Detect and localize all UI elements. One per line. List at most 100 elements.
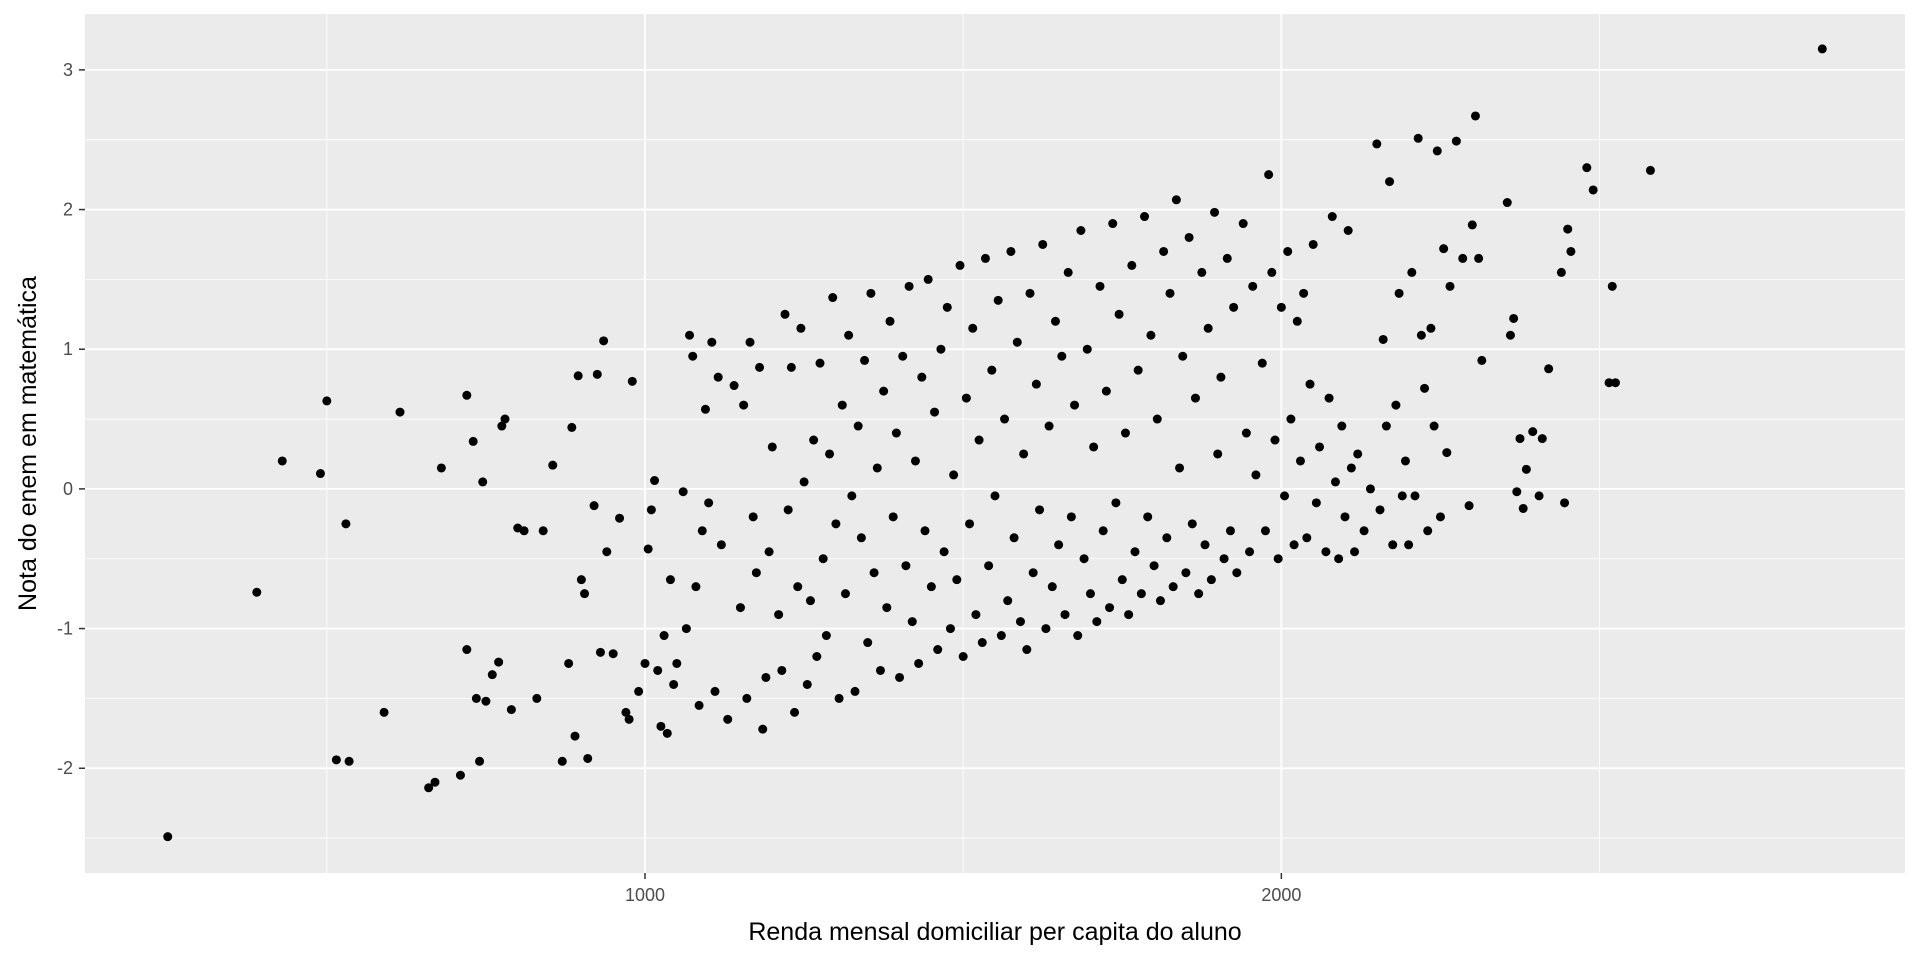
data-point (1302, 533, 1312, 543)
data-point (840, 589, 850, 599)
data-point (573, 371, 583, 381)
data-point (1041, 624, 1051, 634)
data-point (1413, 133, 1423, 143)
data-point (1283, 246, 1293, 256)
data-point (1060, 610, 1070, 620)
data-point (494, 657, 504, 667)
data-point (815, 358, 825, 368)
data-point (1111, 498, 1121, 508)
data-point (974, 435, 984, 445)
data-point (1534, 491, 1544, 501)
data-point (1343, 225, 1353, 235)
data-point (977, 638, 987, 648)
data-point (1089, 442, 1099, 452)
data-point (1257, 358, 1267, 368)
data-point (1604, 378, 1614, 388)
data-point (898, 351, 908, 361)
data-point (344, 756, 354, 766)
data-point (1181, 568, 1191, 578)
data-point (1404, 540, 1414, 550)
data-point (1416, 330, 1426, 340)
data-point (891, 428, 901, 438)
data-point (1528, 427, 1538, 437)
data-point (917, 372, 927, 382)
data-point (1098, 526, 1108, 536)
data-point (487, 670, 497, 680)
data-point (277, 456, 287, 466)
data-point (1315, 442, 1325, 452)
data-point (723, 714, 733, 724)
data-point (910, 456, 920, 466)
data-point (1273, 554, 1283, 564)
data-point (856, 533, 866, 543)
y-tick-label: -1 (57, 619, 73, 639)
data-point (984, 561, 994, 571)
data-point (850, 686, 860, 696)
data-point (322, 396, 332, 406)
data-point (1152, 414, 1162, 424)
data-point (879, 386, 889, 396)
data-point (888, 512, 898, 522)
data-point (914, 658, 924, 668)
data-point (1321, 547, 1331, 557)
data-point (875, 665, 885, 675)
data-point (1556, 267, 1566, 277)
data-point (1445, 281, 1455, 291)
data-point (1146, 330, 1156, 340)
data-point (643, 544, 653, 554)
data-point (1035, 505, 1045, 515)
y-tick-label: -2 (57, 758, 73, 778)
data-point (1219, 554, 1229, 564)
data-point (1365, 484, 1375, 494)
data-point (341, 519, 351, 529)
data-point (1063, 267, 1073, 277)
data-point (933, 645, 943, 655)
data-point (1000, 414, 1010, 424)
x-axis-ticks: 1000 2000 (625, 873, 1301, 905)
data-point (796, 323, 806, 333)
data-point (1563, 224, 1573, 234)
x-axis-title: Renda mensal domiciliar per capita do al… (748, 918, 1241, 946)
data-point (739, 400, 749, 410)
data-point (1155, 596, 1165, 606)
data-point (1378, 334, 1388, 344)
data-point (958, 652, 968, 662)
data-point (793, 582, 803, 592)
data-point (1502, 198, 1512, 208)
y-axis-ticks: -2 -1 0 1 2 3 (57, 60, 85, 778)
data-point (1028, 568, 1038, 578)
data-point (758, 724, 768, 734)
data-point (777, 665, 787, 675)
data-point (624, 714, 634, 724)
data-point (895, 672, 905, 682)
data-point (1381, 421, 1391, 431)
data-point (1467, 220, 1477, 230)
data-point (860, 355, 870, 365)
data-point (1206, 575, 1216, 585)
data-point (1286, 414, 1296, 424)
data-point (455, 770, 465, 780)
y-tick-label: 3 (63, 60, 73, 80)
data-point (866, 288, 876, 298)
data-point (828, 293, 838, 303)
data-point (936, 344, 946, 354)
data-point (672, 658, 682, 668)
data-point (926, 582, 936, 592)
data-point (1133, 365, 1143, 375)
data-point (1012, 337, 1022, 347)
data-point (996, 631, 1006, 641)
data-point (1117, 575, 1127, 585)
data-point (1324, 393, 1334, 403)
data-point (583, 753, 593, 763)
plot-panel (85, 14, 1905, 873)
data-point (685, 330, 695, 340)
data-point (1066, 512, 1076, 522)
data-point (869, 568, 879, 578)
data-point (1187, 519, 1197, 529)
data-point (500, 414, 510, 424)
data-point (1394, 288, 1404, 298)
data-point (1251, 470, 1261, 480)
y-tick-label: 2 (63, 200, 73, 220)
data-point (707, 337, 717, 347)
data-point (602, 547, 612, 557)
